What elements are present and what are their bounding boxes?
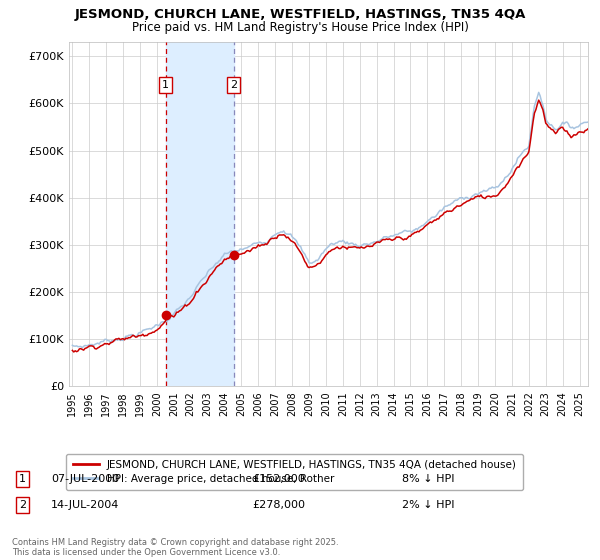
Text: £152,000: £152,000	[252, 474, 305, 484]
Legend: JESMOND, CHURCH LANE, WESTFIELD, HASTINGS, TN35 4QA (detached house), HPI: Avera: JESMOND, CHURCH LANE, WESTFIELD, HASTING…	[67, 454, 523, 490]
Text: JESMOND, CHURCH LANE, WESTFIELD, HASTINGS, TN35 4QA: JESMOND, CHURCH LANE, WESTFIELD, HASTING…	[74, 8, 526, 21]
Text: 2: 2	[230, 80, 237, 90]
Text: Contains HM Land Registry data © Crown copyright and database right 2025.
This d: Contains HM Land Registry data © Crown c…	[12, 538, 338, 557]
Text: 14-JUL-2004: 14-JUL-2004	[51, 500, 119, 510]
Text: Price paid vs. HM Land Registry's House Price Index (HPI): Price paid vs. HM Land Registry's House …	[131, 21, 469, 34]
Text: 1: 1	[19, 474, 26, 484]
Text: 1: 1	[162, 80, 169, 90]
Text: 8% ↓ HPI: 8% ↓ HPI	[402, 474, 455, 484]
Text: 07-JUL-2000: 07-JUL-2000	[51, 474, 119, 484]
Text: 2% ↓ HPI: 2% ↓ HPI	[402, 500, 455, 510]
Text: £278,000: £278,000	[252, 500, 305, 510]
Bar	[166, 42, 233, 386]
Text: 2: 2	[19, 500, 26, 510]
